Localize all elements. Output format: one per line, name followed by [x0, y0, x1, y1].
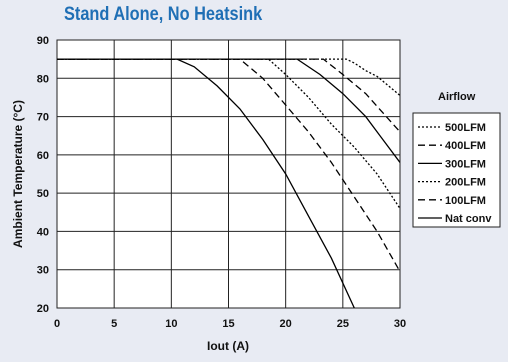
- x-tick-label: 5: [111, 318, 117, 330]
- legend-entry: 100LFM: [445, 195, 486, 207]
- y-tick-label: 60: [37, 150, 49, 162]
- series: [57, 58, 400, 308]
- x-tick-label: 15: [222, 318, 234, 330]
- x-axis-label: Iout (A): [207, 339, 249, 353]
- x-tick-label: 20: [280, 318, 292, 330]
- x-tick-label: 30: [394, 318, 406, 330]
- y-axis-label: Ambient Temperature (°C): [11, 100, 25, 248]
- legend-entry: 300LFM: [445, 158, 486, 170]
- y-tick-label: 90: [37, 35, 49, 47]
- x-tick-label: 25: [337, 318, 349, 330]
- y-tick-label: 50: [37, 188, 49, 200]
- legend-entry: 500LFM: [445, 122, 486, 134]
- y-tick-label: 40: [37, 226, 49, 238]
- series-line-nat-conv: [57, 58, 355, 308]
- chart-title: Stand Alone, No Heatsink: [64, 4, 263, 25]
- legend-entry: 400LFM: [445, 140, 486, 152]
- series-line-200lfm: [57, 58, 400, 209]
- grid: [57, 40, 400, 308]
- legend-entry: 200LFM: [445, 177, 486, 189]
- legend-entry: Nat conv: [445, 213, 492, 225]
- legend-title: Airflow: [438, 91, 476, 103]
- x-tick-label: 10: [165, 318, 177, 330]
- y-tick-label: 70: [37, 112, 49, 124]
- series-line-500lfm: [57, 58, 400, 96]
- y-tick-label: 80: [37, 73, 49, 85]
- x-tick-label: 0: [54, 318, 60, 330]
- y-tick-label: 20: [37, 303, 49, 315]
- series-line-100lfm: [57, 58, 400, 272]
- series-line-300lfm: [57, 58, 400, 163]
- axis-ticks: 20 30 40 50 60 70 80 90 0 5 10 15 20 25 30: [37, 35, 406, 330]
- y-tick-label: 30: [37, 265, 49, 277]
- legend: 500LFM 400LFM 300LFM 200LFM 100LFM Nat conv: [412, 112, 501, 228]
